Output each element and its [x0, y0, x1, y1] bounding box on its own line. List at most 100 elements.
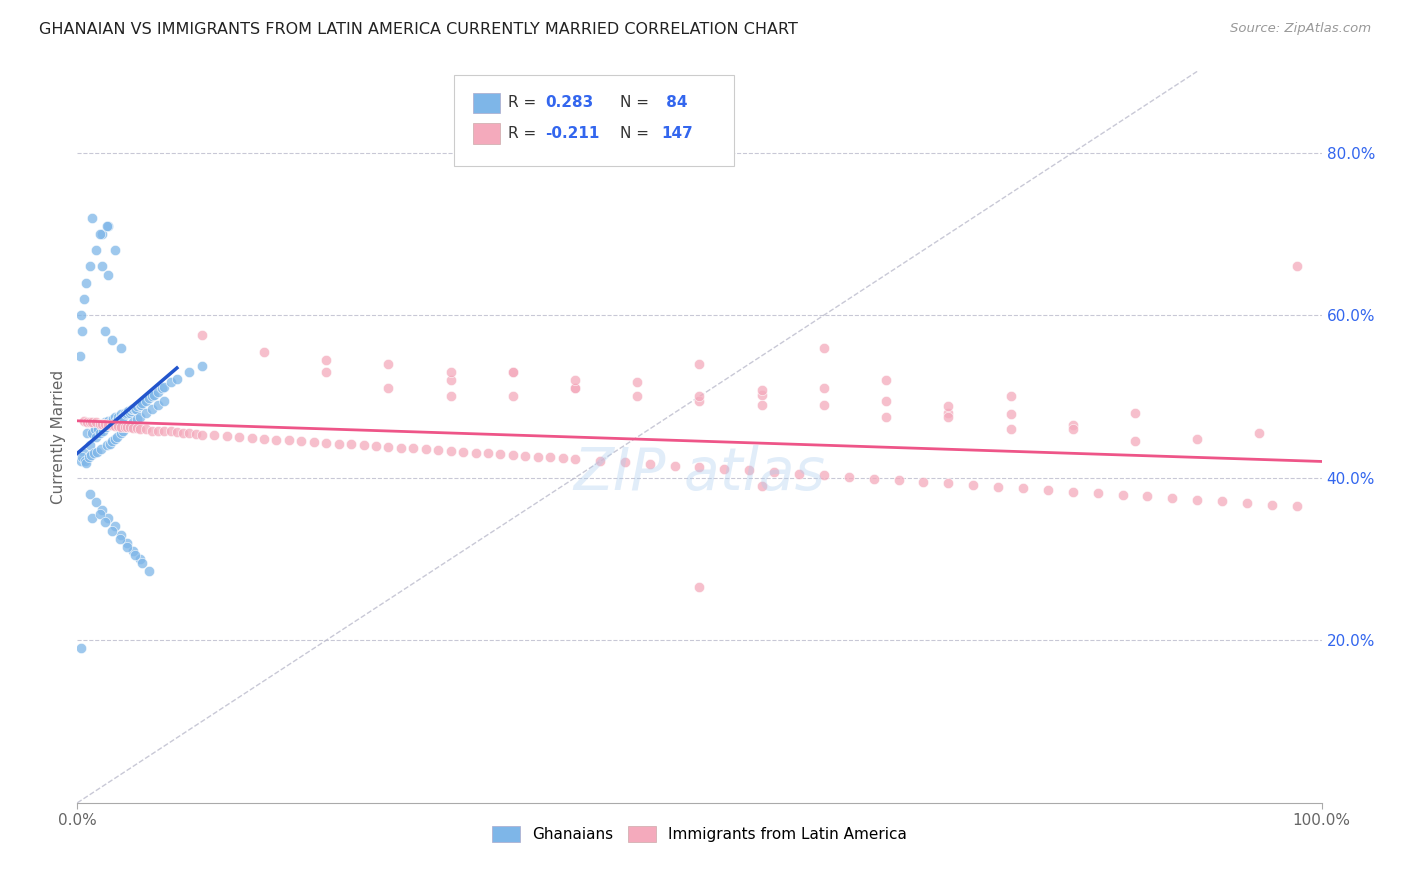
Point — [101, 333, 124, 347]
Point — [90, 442, 112, 457]
Point — [89, 227, 111, 241]
Point — [80, 448, 103, 462]
Point — [451, 444, 474, 458]
Point — [86, 444, 108, 458]
Point — [128, 422, 150, 436]
Point — [107, 418, 129, 433]
Point — [117, 404, 139, 418]
Point — [813, 468, 835, 483]
Point — [93, 325, 115, 339]
Point — [502, 389, 524, 403]
Point — [402, 442, 425, 456]
Point — [377, 357, 399, 371]
Point — [135, 393, 157, 408]
Point — [107, 409, 129, 424]
Point — [101, 417, 124, 432]
Point — [202, 428, 225, 442]
Point — [875, 373, 897, 387]
Point — [76, 425, 98, 440]
Point — [1111, 488, 1133, 502]
Point — [613, 455, 636, 469]
Point — [515, 449, 537, 463]
Point — [118, 417, 141, 432]
Point — [125, 399, 148, 413]
Point — [912, 475, 935, 489]
Point — [115, 535, 138, 549]
Point — [73, 454, 96, 468]
Point — [689, 389, 711, 403]
Point — [626, 375, 648, 389]
Point — [97, 219, 120, 233]
Point — [1185, 432, 1208, 446]
Point — [89, 508, 111, 522]
Point — [115, 420, 138, 434]
Point — [353, 438, 375, 452]
Point — [1123, 434, 1146, 449]
Point — [125, 401, 148, 416]
Point — [108, 412, 131, 426]
Point — [751, 388, 773, 402]
Point — [79, 260, 101, 274]
Point — [97, 268, 120, 282]
Point — [439, 389, 461, 403]
Point — [1062, 484, 1084, 499]
Point — [464, 445, 486, 459]
Text: 84: 84 — [661, 95, 688, 111]
Point — [72, 414, 94, 428]
Point — [738, 463, 761, 477]
Point — [184, 426, 207, 441]
Point — [564, 381, 586, 395]
Point — [179, 365, 201, 379]
Point — [101, 416, 124, 430]
Point — [763, 465, 786, 479]
Point — [315, 365, 337, 379]
Point — [128, 398, 150, 412]
Point — [104, 414, 127, 428]
Point — [138, 391, 160, 405]
Point — [110, 407, 132, 421]
Point — [813, 341, 835, 355]
Point — [141, 401, 163, 416]
Point — [1185, 492, 1208, 507]
Point — [564, 381, 586, 395]
Point — [689, 581, 711, 595]
Point — [638, 457, 661, 471]
FancyBboxPatch shape — [472, 93, 501, 113]
Point — [138, 564, 160, 578]
Point — [72, 450, 94, 465]
Point — [135, 406, 157, 420]
Point — [389, 441, 412, 455]
Point — [69, 349, 91, 363]
Point — [70, 641, 93, 656]
Text: 0.283: 0.283 — [546, 95, 593, 111]
Point — [77, 450, 100, 465]
Point — [83, 422, 105, 436]
Point — [787, 467, 810, 481]
Point — [143, 388, 166, 402]
Point — [1000, 422, 1022, 436]
Point — [813, 381, 835, 395]
Point — [1123, 406, 1146, 420]
Point — [862, 471, 884, 485]
Point — [689, 460, 711, 475]
Point — [415, 442, 437, 457]
Text: 147: 147 — [661, 126, 693, 141]
Point — [1036, 483, 1059, 497]
Point — [91, 417, 114, 432]
Point — [118, 420, 141, 434]
Point — [112, 424, 135, 438]
Point — [89, 425, 111, 440]
Point — [112, 409, 135, 424]
Point — [1062, 422, 1084, 436]
Point — [377, 440, 399, 454]
Point — [104, 409, 127, 424]
Point — [166, 425, 188, 440]
Point — [115, 540, 138, 554]
Point — [96, 219, 118, 233]
Point — [526, 450, 548, 464]
Point — [70, 308, 93, 322]
Point — [125, 421, 148, 435]
Point — [79, 416, 101, 430]
Point — [75, 456, 97, 470]
Point — [377, 381, 399, 395]
